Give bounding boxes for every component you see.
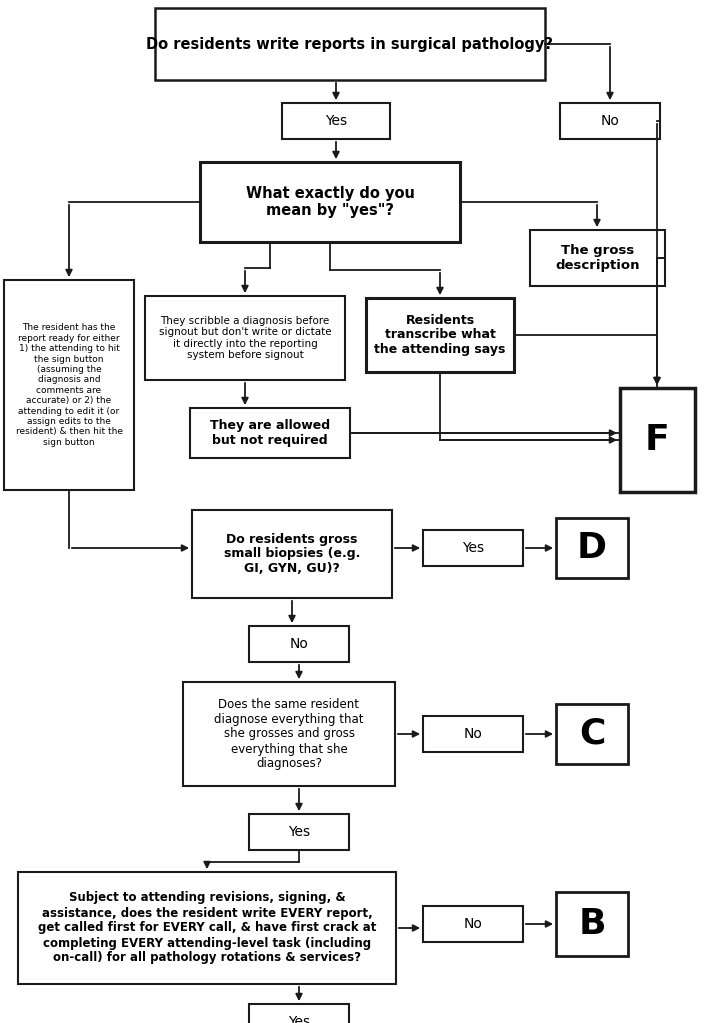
Bar xyxy=(423,716,523,752)
Bar xyxy=(560,103,660,139)
Text: Subject to attending revisions, signing, &
assistance, does the resident write E: Subject to attending revisions, signing,… xyxy=(37,891,376,965)
Bar xyxy=(556,518,628,578)
Text: They scribble a diagnosis before
signout but don't write or dictate
it directly : They scribble a diagnosis before signout… xyxy=(158,316,332,360)
Text: D: D xyxy=(577,531,607,565)
Bar xyxy=(423,906,523,942)
Text: C: C xyxy=(579,717,605,751)
Bar xyxy=(4,280,134,490)
Bar xyxy=(145,296,345,380)
Bar xyxy=(249,626,349,662)
Bar xyxy=(155,8,545,80)
Text: Yes: Yes xyxy=(288,825,310,839)
Bar xyxy=(190,408,350,458)
Bar xyxy=(200,162,460,242)
Bar xyxy=(556,704,628,764)
Bar xyxy=(249,814,349,850)
Text: What exactly do you
mean by "yes"?: What exactly do you mean by "yes"? xyxy=(245,186,414,218)
Text: No: No xyxy=(464,727,482,741)
Bar xyxy=(366,298,514,372)
Bar xyxy=(282,103,390,139)
Bar xyxy=(530,230,665,286)
Text: Do residents write reports in surgical pathology?: Do residents write reports in surgical p… xyxy=(146,37,554,51)
Text: Residents
transcribe what
the attending says: Residents transcribe what the attending … xyxy=(374,313,506,356)
Text: No: No xyxy=(464,917,482,931)
Bar xyxy=(620,388,695,492)
Text: Yes: Yes xyxy=(462,541,484,555)
Text: B: B xyxy=(578,907,606,941)
Text: F: F xyxy=(645,422,670,457)
Text: Do residents gross
small biopsies (e.g.
GI, GYN, GU)?: Do residents gross small biopsies (e.g. … xyxy=(224,533,360,576)
Text: Does the same resident
diagnose everything that
she grosses and gross
everything: Does the same resident diagnose everythi… xyxy=(214,698,363,770)
Text: The resident has the
report ready for either
1) the attending to hit
the sign bu: The resident has the report ready for ei… xyxy=(16,323,122,447)
Bar xyxy=(183,682,395,786)
Text: Yes: Yes xyxy=(325,114,347,128)
Bar xyxy=(18,872,396,984)
Bar xyxy=(423,530,523,566)
Text: They are allowed
but not required: They are allowed but not required xyxy=(210,419,330,447)
Bar xyxy=(556,892,628,957)
Bar xyxy=(249,1004,349,1023)
Text: No: No xyxy=(600,114,619,128)
Text: No: No xyxy=(290,637,308,651)
Bar xyxy=(192,510,392,598)
Text: Yes: Yes xyxy=(288,1015,310,1023)
Text: The gross
description: The gross description xyxy=(555,244,640,272)
